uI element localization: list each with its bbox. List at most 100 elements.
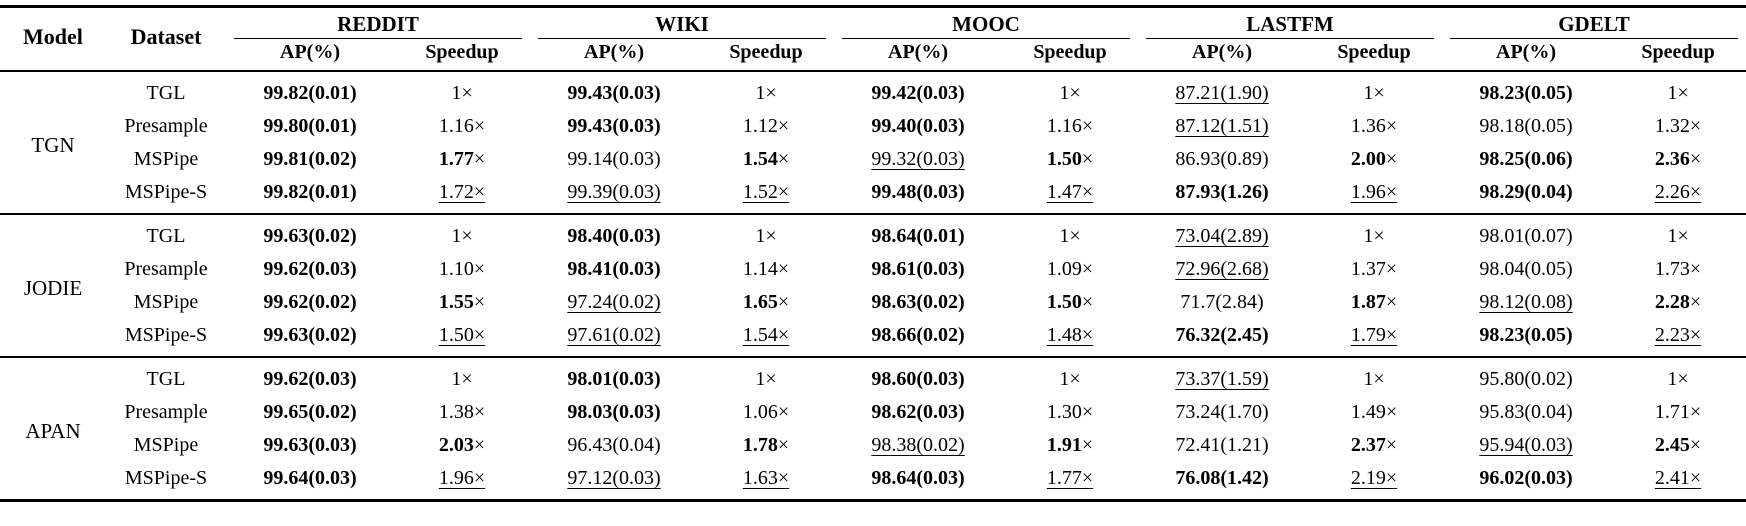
model-cell: APAN <box>0 356 106 501</box>
table-row: Presample 99.62(0.03) 1.10× 98.41(0.03) 1.14… <box>0 253 1746 286</box>
group-header-reddit: REDDIT <box>226 7 530 40</box>
speedup-cell: 1.54× <box>742 324 790 346</box>
col-header-speedup: Speedup <box>1002 39 1138 72</box>
speedup-cell: 1.79× <box>1350 324 1398 346</box>
ap-cell: 98.18(0.05) <box>1479 115 1573 137</box>
ap-cell: 98.01(0.07) <box>1442 213 1611 253</box>
method-cell: MSPipe <box>133 148 199 170</box>
ap-cell: 98.03(0.03) <box>567 401 661 423</box>
speedup-cell: 1× <box>755 82 777 104</box>
ap-cell: 99.42(0.03) <box>871 82 965 104</box>
ap-cell: 99.82(0.01) <box>263 181 357 203</box>
col-header-speedup: Speedup <box>394 39 530 72</box>
ap-cell: 99.43(0.03) <box>567 82 661 104</box>
group-header-mooc: MOOC <box>834 7 1138 40</box>
table-row: MSPipe-S 99.82(0.01) 1.72× 99.39(0.03) 1.52×… <box>0 176 1746 215</box>
group-header-gdelt: GDELT <box>1442 7 1746 40</box>
sub-header-row: AP(%) Speedup AP(%) Speedup AP(%) Speedu… <box>0 39 1746 72</box>
ap-cell: 72.41(1.21) <box>1175 434 1269 456</box>
method-cell: MSPipe <box>133 434 199 456</box>
ap-cell: 96.43(0.04) <box>567 434 661 456</box>
speedup-cell: 1× <box>698 213 834 253</box>
ap-cell: 76.08(1.42) <box>1175 467 1269 489</box>
ap-cell: 99.62(0.03) <box>263 258 357 280</box>
col-header-speedup: Speedup <box>1610 39 1746 72</box>
ap-cell: 98.40(0.03) <box>530 213 698 253</box>
ap-cell: 98.63(0.02) <box>871 291 965 313</box>
group-header-lastfm: LASTFM <box>1138 7 1442 40</box>
ap-cell: 99.14(0.03) <box>567 148 661 170</box>
table-row: MSPipe 99.62(0.02) 1.55× 97.24(0.02) 1.65× 98… <box>0 286 1746 319</box>
ap-cell: 95.83(0.04) <box>1479 401 1573 423</box>
ap-cell: 99.39(0.03) <box>567 181 661 203</box>
table-row: MSPipe-S 99.63(0.02) 1.50× 97.61(0.02) 1.54×… <box>0 319 1746 358</box>
ap-cell: 98.61(0.03) <box>871 258 965 280</box>
speedup-cell: 1.30× <box>1046 401 1094 423</box>
speedup-cell: 1× <box>1363 82 1385 104</box>
ap-cell: 99.62(0.03) <box>226 356 394 396</box>
method-cell: TGL <box>106 356 226 396</box>
method-cell: Presample <box>124 115 208 137</box>
speedup-cell: 1.12× <box>742 115 790 137</box>
speedup-cell: 1.50× <box>438 324 486 346</box>
speedup-cell: 1× <box>698 356 834 396</box>
ap-cell: 76.32(2.45) <box>1175 324 1269 346</box>
ap-cell: 98.04(0.05) <box>1479 258 1573 280</box>
group-header-wiki: WIKI <box>530 7 834 40</box>
ap-cell: 99.32(0.03) <box>871 148 965 170</box>
col-header-ap: AP(%) <box>1138 39 1306 72</box>
speedup-cell: 1× <box>1002 213 1138 253</box>
model-cell: TGN <box>31 132 75 157</box>
ap-cell: 87.21(1.90) <box>1175 82 1269 104</box>
speedup-cell: 1.37× <box>1350 258 1398 280</box>
group-header-row: Model Dataset REDDIT WIKI MOOC LASTFM GD… <box>0 6 1746 72</box>
speedup-cell: 1.47× <box>1046 181 1094 203</box>
ap-cell: 99.43(0.03) <box>567 115 661 137</box>
speedup-cell: 1.73× <box>1654 258 1702 280</box>
ap-cell: 99.64(0.03) <box>263 467 357 489</box>
speedup-cell: 1.55× <box>438 291 486 313</box>
ap-cell: 86.93(0.89) <box>1175 148 1269 170</box>
ap-cell: 98.12(0.08) <box>1479 291 1573 313</box>
speedup-cell: 1.77× <box>438 148 486 170</box>
ap-cell: 98.29(0.04) <box>1479 181 1573 203</box>
ap-cell: 98.25(0.06) <box>1479 148 1573 170</box>
results-table: Model Dataset REDDIT WIKI MOOC LASTFM GD… <box>0 5 1746 502</box>
ap-cell: 99.63(0.02) <box>226 213 394 253</box>
speedup-cell: 1.54× <box>742 148 790 170</box>
method-cell: MSPipe <box>133 291 199 313</box>
speedup-cell: 1× <box>451 82 473 104</box>
col-header-speedup: Speedup <box>1306 39 1443 72</box>
model-cell: JODIE <box>0 213 106 357</box>
speedup-cell: 1.72× <box>438 181 486 203</box>
table-row: JODIE TGL 99.63(0.02) 1× 98.40(0.03) 1× 98.64(… <box>0 213 1746 357</box>
speedup-cell: 1.77× <box>1046 467 1094 489</box>
table-row: Presample 99.80(0.01) 1.16× 99.43(0.03) 1.12… <box>0 110 1746 143</box>
ap-cell: 98.23(0.05) <box>1479 82 1573 104</box>
speedup-cell: 1× <box>1306 213 1443 253</box>
speedup-cell: 1× <box>1610 213 1746 253</box>
method-cell: TGL <box>106 213 226 253</box>
ap-cell: 87.93(1.26) <box>1175 181 1269 203</box>
speedup-cell: 1.96× <box>1350 181 1398 203</box>
col-header-model: Model <box>0 6 106 72</box>
speedup-cell: 1.10× <box>438 258 486 280</box>
speedup-cell: 2.41× <box>1654 467 1702 489</box>
speedup-cell: 1.06× <box>742 401 790 423</box>
ap-cell: 99.63(0.03) <box>263 434 357 456</box>
speedup-cell: 1.71× <box>1654 401 1702 423</box>
speedup-cell: 1× <box>1002 356 1138 396</box>
col-header-speedup: Speedup <box>698 39 834 72</box>
ap-cell: 97.61(0.02) <box>567 324 661 346</box>
method-cell: TGL <box>146 82 186 104</box>
speedup-cell: 1.09× <box>1046 258 1094 280</box>
col-header-ap: AP(%) <box>1442 39 1611 72</box>
ap-cell: 97.12(0.03) <box>567 467 661 489</box>
ap-cell: 72.96(2.68) <box>1175 258 1269 280</box>
col-header-dataset: Dataset <box>106 6 226 72</box>
table-row: MSPipe-S 99.64(0.03) 1.96× 97.12(0.03) 1.63×… <box>0 462 1746 501</box>
ap-cell: 99.62(0.02) <box>263 291 357 313</box>
ap-cell: 98.64(0.01) <box>834 213 1002 253</box>
speedup-cell: 1× <box>1059 82 1081 104</box>
